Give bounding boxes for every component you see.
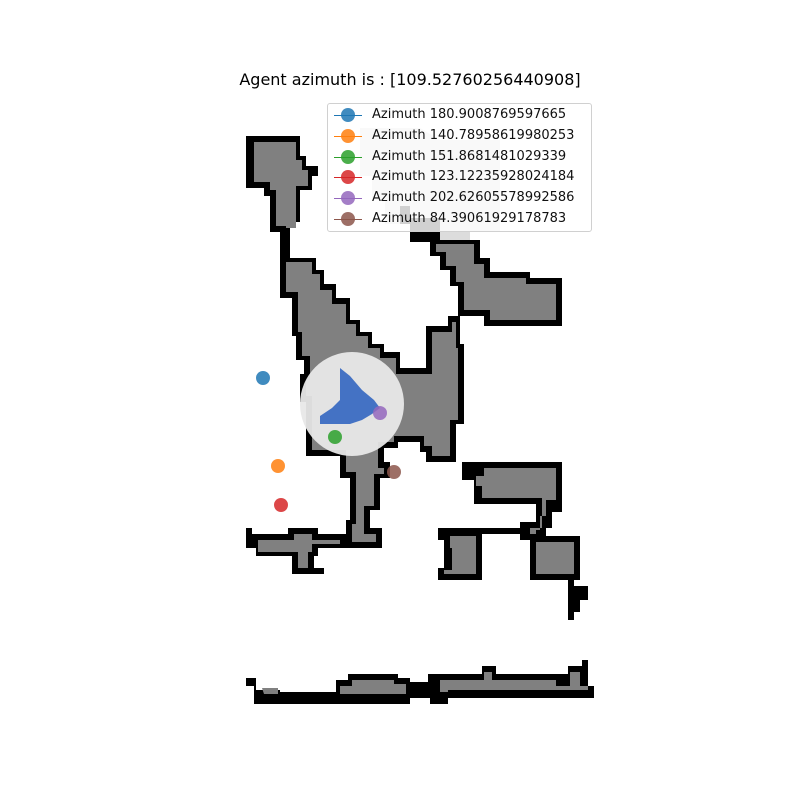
room-lower-left bbox=[246, 528, 346, 574]
azimuth-point-1 bbox=[271, 459, 285, 473]
legend: Azimuth 180.9008769597665 Azimuth 140.78… bbox=[327, 103, 592, 232]
occupancy-map bbox=[246, 128, 594, 704]
corridor-upper-left bbox=[246, 136, 464, 548]
legend-marker bbox=[341, 170, 355, 185]
legend-marker bbox=[341, 211, 355, 226]
legend-label: Azimuth 123.12235928024184 bbox=[372, 169, 575, 185]
azimuth-point-0 bbox=[256, 371, 270, 385]
legend-label: Azimuth 202.62605578992586 bbox=[372, 190, 575, 206]
room-middle bbox=[438, 528, 530, 580]
legend-item: Azimuth 123.12235928024184 bbox=[328, 167, 591, 188]
legend-label: Azimuth 180.9008769597665 bbox=[372, 107, 567, 122]
legend-item: Azimuth 180.9008769597665 bbox=[328, 105, 591, 126]
legend-label: Azimuth 84.39061929178783 bbox=[372, 210, 567, 226]
azimuth-point-2 bbox=[328, 430, 342, 444]
legend-item: Azimuth 84.39061929178783 bbox=[328, 209, 591, 230]
agent-arrow-icon bbox=[320, 368, 380, 424]
legend-marker bbox=[341, 128, 355, 143]
legend-item: Azimuth 202.62605578992586 bbox=[328, 188, 591, 209]
legend-marker bbox=[341, 191, 355, 206]
legend-marker bbox=[341, 108, 355, 122]
legend-label: Azimuth 140.78958619980253 bbox=[372, 127, 575, 143]
azimuth-point-4 bbox=[373, 406, 387, 420]
legend-marker bbox=[341, 149, 355, 164]
legend-item: Azimuth 151.8681481029339 bbox=[328, 147, 591, 168]
chart-title: Agent azimuth is : [109.52760256440908] bbox=[239, 70, 581, 89]
azimuth-points bbox=[256, 371, 401, 512]
room-upper-right bbox=[400, 206, 562, 326]
legend-label: Azimuth 151.8681481029339 bbox=[372, 148, 567, 164]
room-middle-right bbox=[462, 462, 588, 620]
azimuth-point-3 bbox=[274, 498, 288, 512]
corridor-bottom bbox=[246, 660, 594, 704]
legend-item: Azimuth 140.78958619980253 bbox=[328, 126, 591, 147]
azimuth-point-5 bbox=[387, 465, 401, 479]
